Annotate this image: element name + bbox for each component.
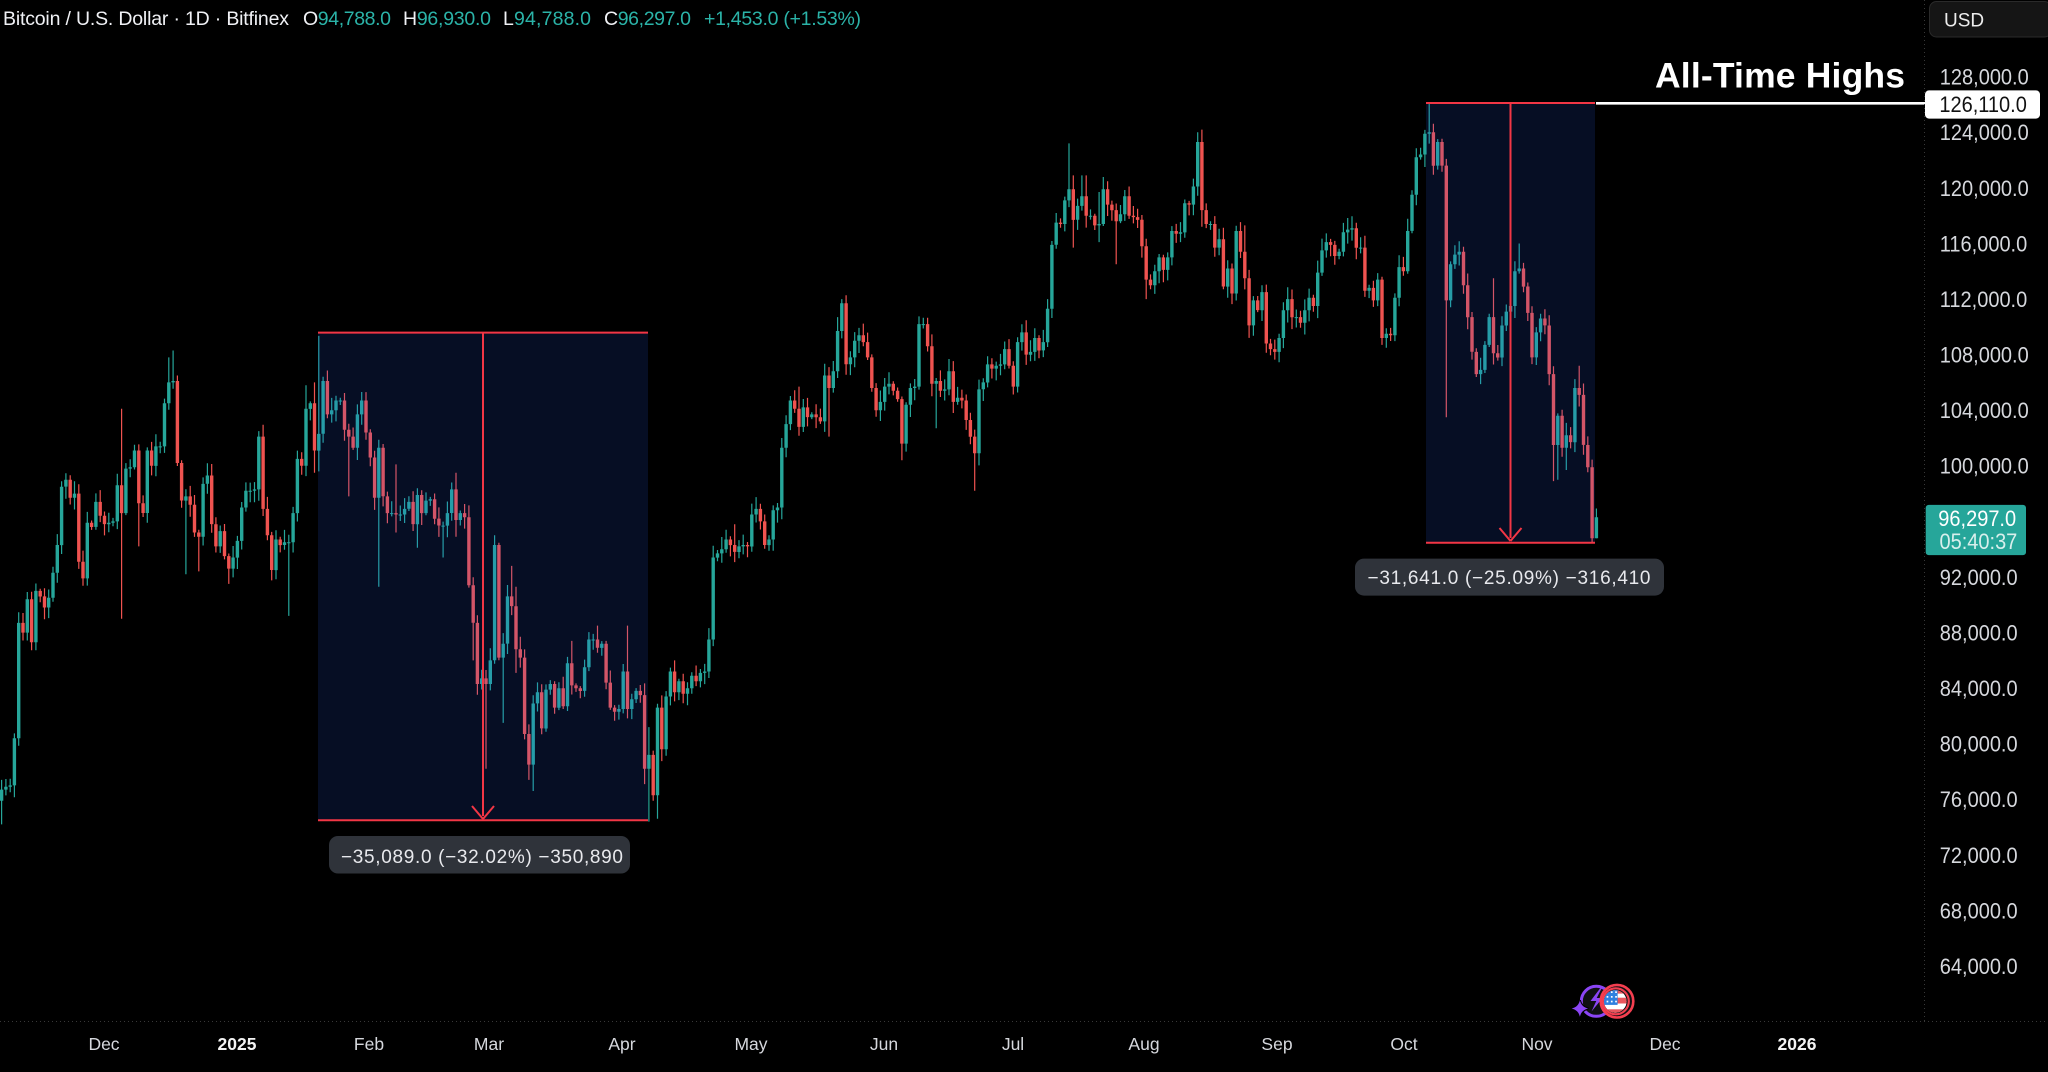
svg-text:Aug: Aug: [1128, 1034, 1159, 1054]
svg-text:2025: 2025: [218, 1034, 257, 1054]
svg-text:Oct: Oct: [1390, 1034, 1417, 1054]
svg-text:Jun: Jun: [870, 1034, 898, 1054]
svg-text:+1,453.0 (+1.53%): +1,453.0 (+1.53%): [704, 8, 861, 30]
svg-text:76,000.0: 76,000.0: [1940, 788, 2018, 812]
svg-text:112,000.0: 112,000.0: [1940, 288, 2027, 312]
svg-text:H96,930.0: H96,930.0: [403, 8, 491, 30]
svg-text:84,000.0: 84,000.0: [1940, 677, 2018, 701]
svg-text:108,000.0: 108,000.0: [1940, 344, 2029, 368]
svg-text:−31,641.0 (−25.09%) −316,410: −31,641.0 (−25.09%) −316,410: [1368, 568, 1651, 589]
svg-text:96,297.0: 96,297.0: [1938, 507, 2016, 531]
svg-text:Feb: Feb: [354, 1034, 384, 1054]
svg-text:Jul: Jul: [1002, 1034, 1024, 1054]
svg-text:116,000.0: 116,000.0: [1940, 232, 2027, 256]
svg-text:−35,089.0 (−32.02%) −350,890: −35,089.0 (−32.02%) −350,890: [341, 847, 623, 868]
svg-text:L94,788.0: L94,788.0: [503, 8, 591, 30]
svg-text:100,000.0: 100,000.0: [1940, 455, 2029, 479]
svg-text:05:40:37: 05:40:37: [1940, 530, 2018, 554]
svg-text:80,000.0: 80,000.0: [1940, 733, 2018, 757]
svg-text:126,110.0: 126,110.0: [1939, 93, 2026, 117]
svg-text:104,000.0: 104,000.0: [1940, 399, 2029, 423]
svg-text:88,000.0: 88,000.0: [1940, 622, 2018, 646]
svg-text:O94,788.0: O94,788.0: [303, 8, 391, 30]
svg-text:Dec: Dec: [88, 1034, 119, 1054]
svg-text:May: May: [734, 1034, 767, 1054]
svg-text:C96,297.0: C96,297.0: [604, 8, 691, 30]
svg-text:72,000.0: 72,000.0: [1940, 844, 2018, 868]
svg-text:64,000.0: 64,000.0: [1940, 955, 2018, 979]
svg-text:Mar: Mar: [474, 1034, 504, 1054]
svg-text:Bitcoin / U.S. Dollar · 1D · B: Bitcoin / U.S. Dollar · 1D · Bitfinex: [3, 8, 289, 30]
svg-text:128,000.0: 128,000.0: [1940, 66, 2029, 90]
svg-text:All-Time Highs: All-Time Highs: [1655, 56, 1905, 96]
svg-text:124,000.0: 124,000.0: [1940, 121, 2029, 145]
svg-text:Nov: Nov: [1521, 1034, 1552, 1054]
svg-text:92,000.0: 92,000.0: [1940, 566, 2018, 590]
svg-text:Dec: Dec: [1649, 1034, 1680, 1054]
svg-text:Sep: Sep: [1261, 1034, 1292, 1054]
svg-text:Apr: Apr: [608, 1034, 635, 1054]
svg-text:USD: USD: [1944, 11, 1984, 32]
svg-text:120,000.0: 120,000.0: [1940, 177, 2029, 201]
svg-text:68,000.0: 68,000.0: [1940, 899, 2018, 923]
svg-text:2026: 2026: [1778, 1034, 1817, 1054]
